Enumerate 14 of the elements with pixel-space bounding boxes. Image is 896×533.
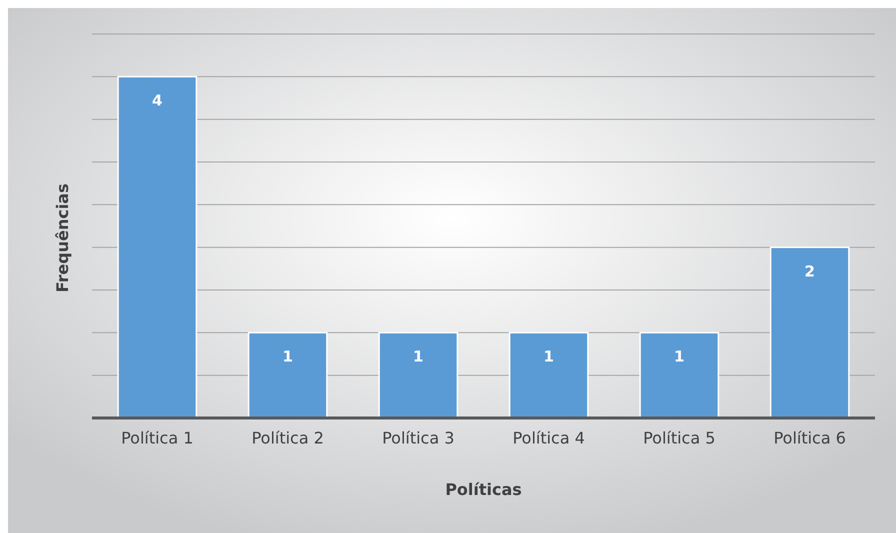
data-label: 1 — [413, 348, 424, 366]
data-label: 1 — [282, 348, 293, 366]
y-axis-title: Frequências — [53, 183, 72, 293]
x-tick-label: Política 4 — [512, 428, 585, 448]
data-label: 1 — [674, 348, 684, 366]
x-tick-label: Política 5 — [643, 428, 716, 448]
x-tick-label: Política 1 — [121, 428, 194, 448]
x-axis-title: Políticas — [445, 480, 522, 499]
data-label: 1 — [544, 348, 554, 366]
x-tick-label: Política 2 — [252, 428, 324, 448]
data-label: 4 — [152, 92, 162, 110]
data-label: 2 — [804, 262, 815, 280]
x-tick-label: Política 6 — [774, 428, 846, 448]
x-tick-label: Política 3 — [382, 428, 454, 448]
